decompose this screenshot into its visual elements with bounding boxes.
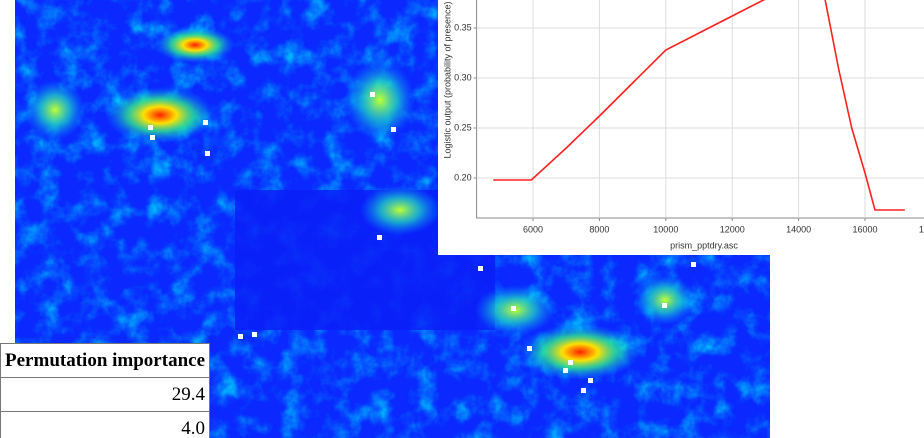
x-tick-label: 10000 — [653, 224, 678, 234]
response-curve-panel: Logistic output (probability of presence… — [438, 0, 924, 255]
table-header: Permutation importance — [0, 343, 210, 378]
x-tick-label: 14000 — [786, 224, 811, 234]
y-tick-label: 0.20 — [454, 172, 472, 182]
y-axis-label: Logistic output (probability of presence… — [442, 1, 452, 158]
y-tick-label: 0.30 — [454, 72, 472, 82]
y-tick-label: 0.35 — [454, 22, 472, 32]
plot-area — [476, 0, 924, 219]
x-tick-label: 6000 — [523, 224, 543, 234]
x-tick-label: 16000 — [852, 224, 877, 234]
importance-table: Permutation importance 29.4 4.0 — [0, 343, 210, 438]
chart: Logistic output (probability of presence… — [442, 0, 924, 250]
x-tick-label: 8000 — [589, 224, 609, 234]
table-cell: 4.0 — [0, 411, 210, 438]
y-tick-label: 0.25 — [454, 122, 472, 132]
series-line — [493, 0, 905, 211]
table-cell: 29.4 — [0, 377, 210, 412]
x-tick-label: 18000 — [919, 224, 924, 234]
occurrence-points — [148, 92, 696, 393]
x-tick-label: 12000 — [720, 224, 745, 234]
importance-table-wrap: Permutation importance 29.4 4.0 — [0, 343, 210, 438]
x-axis-label: prism_pptdry.asc — [670, 240, 738, 250]
